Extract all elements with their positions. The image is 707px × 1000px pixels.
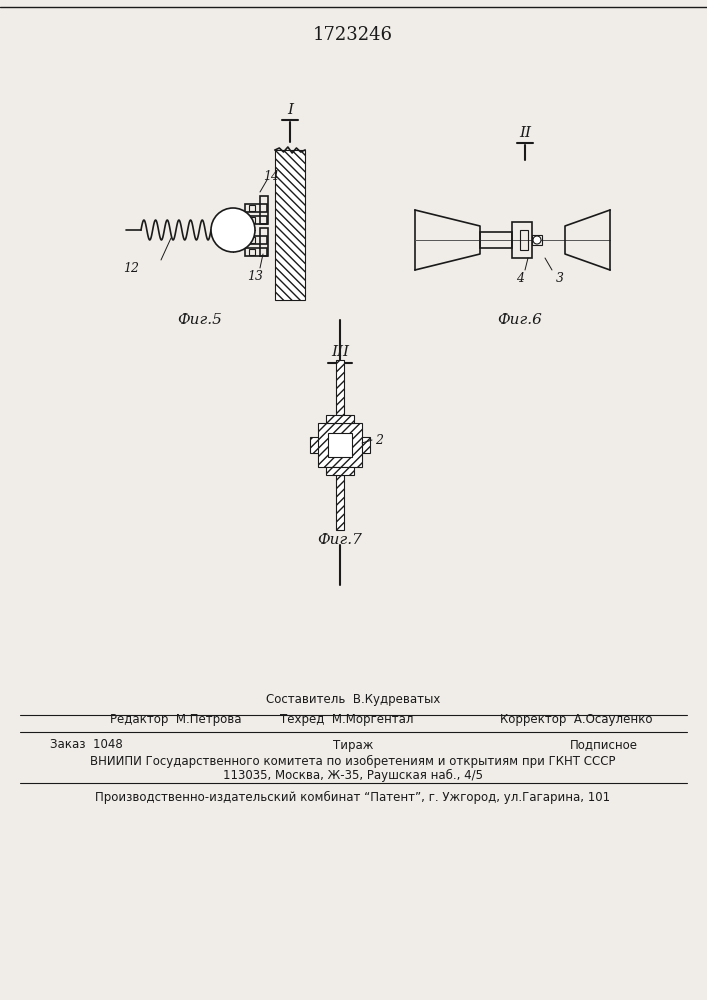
Text: Фиг.7: Фиг.7 xyxy=(317,533,363,547)
Text: 1723246: 1723246 xyxy=(313,26,393,44)
Bar xyxy=(328,433,352,457)
Bar xyxy=(326,415,354,423)
Text: Техред  М.Моргентал: Техред М.Моргентал xyxy=(280,714,414,726)
Bar xyxy=(318,423,362,467)
Text: Подписное: Подписное xyxy=(570,738,638,752)
Bar xyxy=(512,222,532,258)
Text: Составитель  В.Кудреватых: Составитель В.Кудреватых xyxy=(266,694,440,706)
Bar xyxy=(336,475,344,530)
Bar xyxy=(245,204,267,212)
Bar xyxy=(249,237,255,243)
Text: 12: 12 xyxy=(123,261,139,274)
Bar xyxy=(520,230,528,250)
Bar xyxy=(249,217,255,223)
Bar xyxy=(260,196,268,224)
Text: Заказ  1048: Заказ 1048 xyxy=(50,738,123,752)
Text: Корректор  А.Осауленко: Корректор А.Осауленко xyxy=(500,714,653,726)
Text: 14: 14 xyxy=(263,170,279,184)
Text: I: I xyxy=(287,103,293,117)
Text: 2: 2 xyxy=(375,434,383,446)
Bar xyxy=(260,228,268,256)
Bar xyxy=(245,216,267,224)
Text: Производственно-издательский комбинат “Патент”, г. Ужгород, ул.Гагарина, 101: Производственно-издательский комбинат “П… xyxy=(95,790,611,804)
Bar xyxy=(310,437,370,453)
Text: Редактор  М.Петрова: Редактор М.Петрова xyxy=(110,714,242,726)
Bar xyxy=(532,235,542,245)
Bar xyxy=(480,232,512,248)
Bar xyxy=(245,248,267,256)
Bar xyxy=(336,360,344,415)
Circle shape xyxy=(533,236,541,244)
Text: ВНИИПИ Государственного комитета по изобретениям и открытиям при ГКНТ СССР: ВНИИПИ Государственного комитета по изоб… xyxy=(90,754,616,768)
Text: 13: 13 xyxy=(247,269,263,282)
Text: 4: 4 xyxy=(516,271,524,284)
Bar xyxy=(275,150,305,300)
Bar xyxy=(326,467,354,475)
Text: 3: 3 xyxy=(556,271,564,284)
Text: Фиг.5: Фиг.5 xyxy=(177,313,223,327)
Circle shape xyxy=(211,208,255,252)
Text: Фиг.6: Фиг.6 xyxy=(498,313,542,327)
Text: 113035, Москва, Ж-35, Раушская наб., 4/5: 113035, Москва, Ж-35, Раушская наб., 4/5 xyxy=(223,768,483,782)
Bar xyxy=(249,249,255,255)
Text: II: II xyxy=(519,126,531,140)
Text: Тираж: Тираж xyxy=(333,738,373,752)
Bar xyxy=(249,205,255,211)
Bar xyxy=(245,236,267,244)
Text: III: III xyxy=(331,345,349,359)
